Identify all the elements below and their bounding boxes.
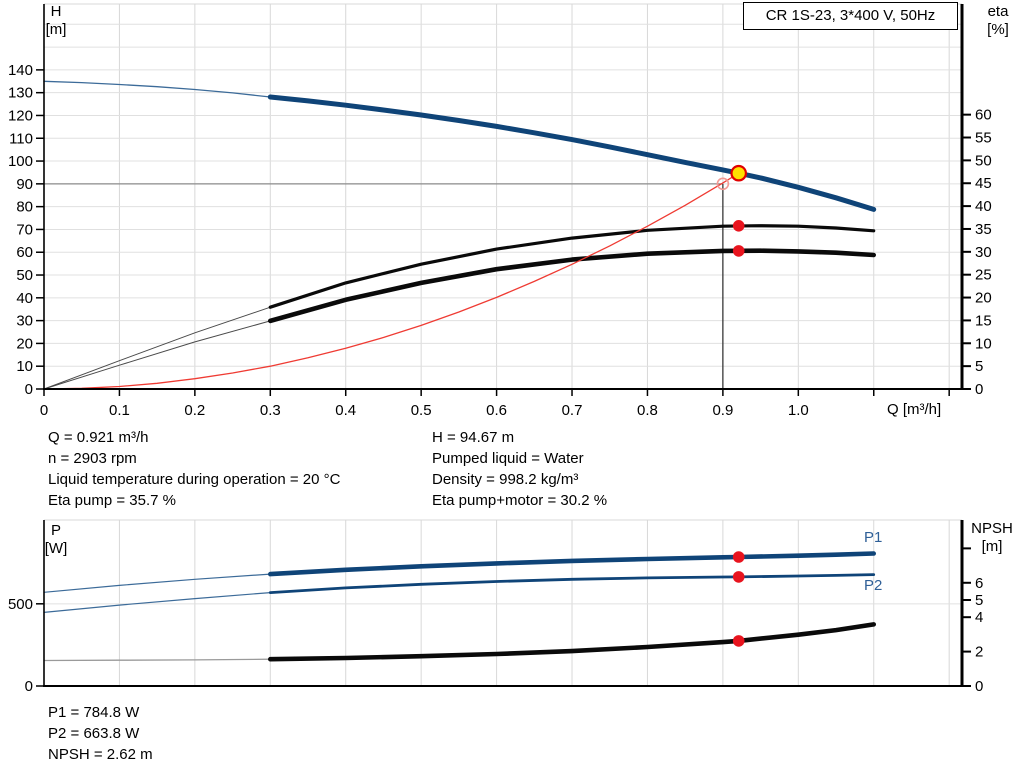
y-right-tick-label: 40: [975, 198, 992, 215]
x-tick-label: 0.6: [486, 402, 507, 419]
eta-pump-motor-curve-thin: [43, 320, 271, 390]
y-right-tick-label: 50: [975, 152, 992, 169]
y-left-tick-label: 0: [25, 678, 33, 695]
y-right-tick-label: 5: [975, 592, 983, 609]
x-tick-label: 0.5: [411, 402, 432, 419]
info-eta-pump: Eta pump = 35.7 %: [48, 492, 176, 509]
p2-curve-thin: [43, 592, 271, 613]
pump-type-title-box: CR 1S-23, 3*400 V, 50Hz: [743, 2, 958, 30]
y-right-tick-label: 30: [975, 244, 992, 261]
x-tick-label: 0.3: [260, 402, 281, 419]
q-axis-label: Q [m³/h]: [887, 401, 942, 418]
head-curve-thin: [43, 80, 271, 98]
eta-pump-curve: [268, 224, 876, 309]
requested-duty-point-marker: [716, 177, 730, 191]
npsh-axis-label: NPSH: [971, 520, 1013, 537]
y-right-tick-label: 6: [975, 575, 983, 592]
p1-dot-marker: [732, 551, 745, 563]
info-flow: Q = 0.921 m³/h: [48, 429, 149, 446]
head-curve: [267, 94, 877, 212]
y-right-tick-label: 35: [975, 221, 992, 238]
npsh-curve-thin: [43, 658, 271, 662]
p2-dot-marker: [732, 571, 745, 583]
p2-curve: [268, 573, 876, 594]
x-tick-label: 0.7: [562, 402, 583, 419]
y-left-tick-label: 70: [16, 221, 33, 238]
y-left-tick-label: 90: [16, 176, 33, 193]
y-right-tick-label: 0: [975, 678, 983, 695]
info-head: H = 94.67 m: [432, 429, 515, 446]
p-axis-unit: [W]: [44, 540, 68, 557]
y-left-tick-label: 30: [16, 313, 33, 330]
y-right-tick-label: 55: [975, 130, 992, 147]
x-tick-label: 0: [40, 402, 48, 419]
x-tick-label: 0.2: [184, 402, 205, 419]
h-axis-unit: [m]: [45, 21, 67, 38]
info-pumped-liquid: Pumped liquid = Water: [432, 450, 584, 467]
info-p1: P1 = 784.8 W: [48, 704, 140, 721]
y-left-tick-label: 110: [9, 130, 33, 147]
x-tick-label: 0.4: [335, 402, 356, 419]
y-left-tick-label: 50: [16, 267, 33, 284]
eta-pump-motor-dot-marker: [732, 245, 745, 257]
p1-curve: [268, 551, 876, 577]
info-p2: P2 = 663.8 W: [48, 725, 140, 742]
y-left-tick-label: 0: [25, 381, 33, 398]
y-right-tick-label: 25: [975, 267, 992, 284]
y-right-tick-label: 60: [975, 107, 992, 124]
y-right-tick-label: 2: [975, 644, 983, 661]
eta-axis-unit: [%]: [987, 21, 1009, 38]
p2-series-label: P2: [864, 577, 883, 594]
duty-point-marker: [730, 164, 747, 182]
y-left-tick-label: 80: [16, 199, 33, 216]
system-curve: [43, 172, 740, 390]
y-left-tick-label: 500: [8, 596, 33, 613]
npsh-axis-unit: [m]: [981, 538, 1003, 555]
y-right-tick-label: 45: [975, 175, 992, 192]
y-right-tick-label: 20: [975, 290, 992, 307]
p1-curve-thin: [43, 573, 271, 593]
y-right-tick-label: 10: [975, 335, 992, 352]
p1-series-label: P1: [864, 529, 883, 546]
y-right-tick-label: 5: [975, 358, 983, 375]
h-axis-label: H: [50, 3, 62, 20]
info-temperature: Liquid temperature during operation = 20…: [48, 471, 341, 488]
y-left-tick-label: 100: [8, 153, 33, 170]
y-left-tick-label: 130: [8, 85, 33, 102]
npsh-curve: [268, 622, 876, 662]
y-left-tick-label: 140: [8, 62, 33, 79]
eta-pump-curve-thin: [43, 306, 271, 390]
x-tick-label: 0.8: [637, 402, 658, 419]
duty-info-left-column: Q = 0.921 m³/h n = 2903 rpm Liquid tempe…: [48, 427, 340, 511]
npsh-dot-marker: [732, 635, 745, 647]
y-left-tick-label: 10: [16, 358, 33, 375]
y-left-tick-label: 60: [16, 244, 33, 261]
y-left-tick-label: 120: [8, 107, 33, 124]
x-tick-label: 1.0: [788, 402, 809, 419]
y-right-tick-label: 15: [975, 312, 992, 329]
x-tick-label: 0.9: [712, 402, 733, 419]
info-eta-total: Eta pump+motor = 30.2 %: [432, 492, 608, 509]
p-axis-label: P: [50, 522, 61, 539]
eta-pump-dot-marker: [732, 220, 745, 232]
x-tick-label: 0.1: [109, 402, 130, 419]
info-npsh: NPSH = 2.62 m: [48, 746, 153, 763]
y-left-tick-label: 20: [16, 335, 33, 352]
y-right-tick-label: 4: [975, 609, 983, 626]
eta-pump-motor-curve: [268, 248, 876, 324]
eta-axis-label: eta: [987, 3, 1009, 20]
power-info-column: P1 = 784.8 W P2 = 663.8 W NPSH = 2.62 m: [48, 702, 153, 765]
y-left-tick-label: 40: [16, 290, 33, 307]
info-speed: n = 2903 rpm: [48, 450, 137, 467]
duty-info-right-column: H = 94.67 m Pumped liquid = Water Densit…: [432, 427, 607, 511]
info-density: Density = 998.2 kg/m³: [432, 471, 579, 488]
y-right-tick-label: 0: [975, 381, 983, 398]
